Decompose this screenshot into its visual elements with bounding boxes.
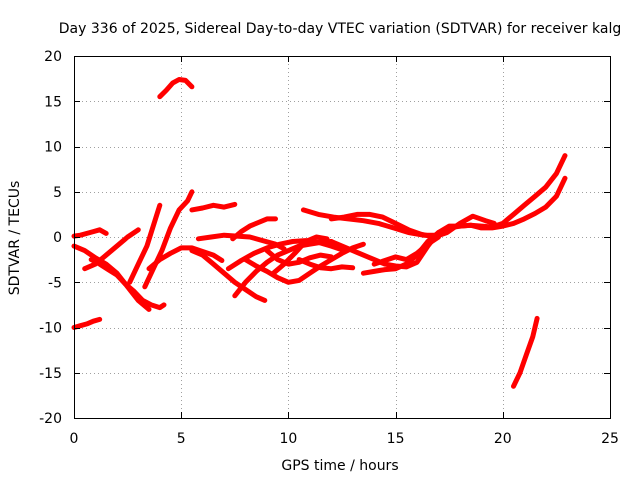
- series-track-25: [511, 315, 540, 389]
- x-tick-label: 0: [70, 431, 79, 447]
- series-track-08: [146, 245, 225, 272]
- series-track-18: [270, 234, 330, 276]
- series-track-09: [189, 201, 238, 213]
- series-track-16: [243, 241, 366, 285]
- series-track-23: [360, 153, 568, 276]
- x-tick-label: 5: [177, 431, 186, 447]
- data-series: [71, 77, 568, 389]
- series-track-15: [225, 238, 345, 272]
- y-tick-labels: -20 -15 -10 -5 0 5 10 15 20: [39, 49, 62, 427]
- y-tick-label: 10: [44, 140, 62, 156]
- y-tick-label: -5: [48, 275, 62, 291]
- series-track-10: [157, 77, 195, 100]
- series-track-19: [296, 257, 356, 272]
- y-tick-label: 5: [53, 185, 62, 201]
- x-tick-label: 25: [601, 431, 619, 447]
- chart-title: Day 336 of 2025, Sidereal Day-to-day VTE…: [59, 21, 621, 37]
- series-track-06: [127, 202, 163, 285]
- y-tick-label: -20: [39, 411, 62, 427]
- x-axis-label: GPS time / hours: [281, 458, 398, 474]
- x-tick-labels: 0 5 10 15 20 25: [70, 431, 619, 447]
- y-tick-label: 15: [44, 94, 62, 110]
- y-tick-label: 20: [44, 49, 62, 65]
- x-tick-label: 10: [279, 431, 297, 447]
- series-track-02: [71, 227, 109, 239]
- series-track-01: [71, 316, 103, 330]
- series-track-24: [371, 234, 441, 267]
- x-tick-label: 20: [494, 431, 512, 447]
- series-track-11: [189, 248, 268, 303]
- y-tick-label: -15: [39, 366, 62, 382]
- series-track-07: [142, 189, 195, 290]
- series-track-21: [328, 211, 497, 240]
- grid-lines: [74, 56, 610, 418]
- axis-ticks: [74, 56, 611, 419]
- series-track-03: [71, 243, 152, 312]
- y-tick-label: -10: [39, 321, 62, 337]
- series-track-04: [82, 227, 141, 272]
- x-tick-label: 15: [387, 431, 405, 447]
- y-tick-label: 0: [53, 230, 62, 246]
- y-axis-label: SDTVAR / TECUs: [7, 181, 23, 296]
- series-track-14: [230, 216, 278, 242]
- series-track-05: [88, 257, 167, 311]
